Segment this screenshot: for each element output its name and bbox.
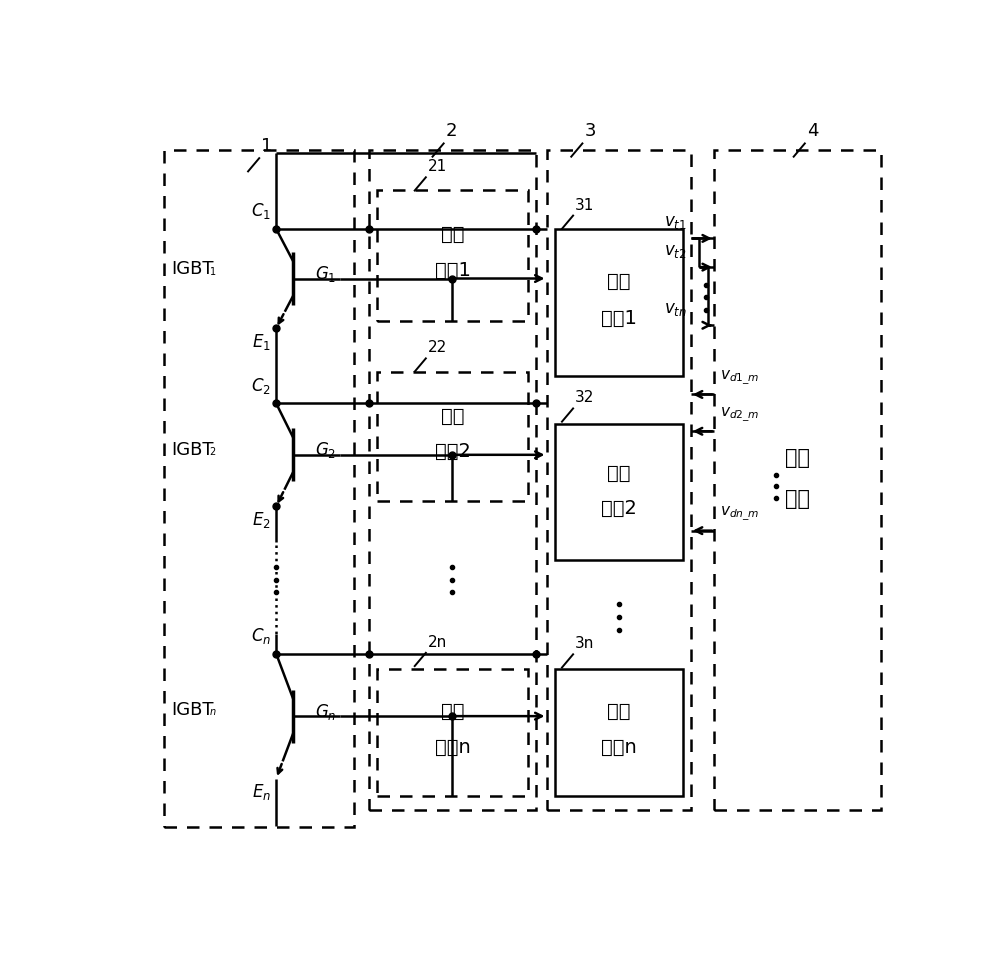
Text: 32: 32 (575, 390, 595, 405)
Text: $_n$: $_n$ (209, 704, 216, 718)
Text: 4: 4 (807, 122, 818, 141)
Text: 控制: 控制 (785, 448, 810, 468)
Text: 驱动: 驱动 (607, 703, 631, 721)
Text: $v_{d2\_m}$: $v_{d2\_m}$ (720, 406, 760, 424)
Bar (555, 228, 683, 376)
Text: 3n: 3n (575, 637, 595, 651)
Text: 31: 31 (575, 198, 595, 212)
Text: 3: 3 (585, 122, 596, 141)
Text: 2: 2 (446, 122, 457, 141)
Text: $v_{d1\_m}$: $v_{d1\_m}$ (720, 369, 760, 387)
Text: $E_n$: $E_n$ (252, 782, 271, 802)
Text: $C_n$: $C_n$ (251, 626, 271, 646)
Text: 单元: 单元 (785, 489, 810, 509)
Text: IGBT: IGBT (172, 701, 214, 719)
Text: $v_{dn\_m}$: $v_{dn\_m}$ (720, 506, 760, 523)
Text: 箱位: 箱位 (441, 406, 464, 425)
Text: $G_1$: $G_1$ (315, 264, 336, 284)
Bar (714, 150, 881, 811)
Text: 2n: 2n (428, 635, 447, 650)
Bar (555, 669, 683, 795)
Text: 单元1: 单元1 (601, 309, 637, 328)
Text: 单元1: 单元1 (434, 261, 470, 279)
Text: 1: 1 (261, 138, 273, 155)
Text: $_1$: $_1$ (209, 264, 216, 278)
Text: $G_n$: $G_n$ (315, 702, 336, 722)
Text: 单元n: 单元n (601, 737, 637, 756)
Bar (547, 150, 691, 811)
Text: IGBT: IGBT (172, 260, 214, 278)
Text: 单元2: 单元2 (601, 499, 637, 518)
Text: 22: 22 (428, 340, 447, 356)
Text: 21: 21 (428, 160, 447, 174)
Text: 箱位: 箱位 (441, 703, 464, 721)
Text: $_2$: $_2$ (209, 445, 216, 458)
Text: $C_2$: $C_2$ (251, 376, 271, 396)
Text: $E_1$: $E_1$ (252, 332, 271, 352)
Text: $C_1$: $C_1$ (251, 202, 271, 222)
Text: 驱动: 驱动 (607, 272, 631, 292)
Text: $G_2$: $G_2$ (315, 441, 336, 461)
Text: IGBT: IGBT (172, 441, 214, 459)
Text: $E_2$: $E_2$ (252, 510, 271, 530)
Text: 箱位: 箱位 (441, 226, 464, 244)
Bar (555, 424, 683, 560)
Bar (369, 150, 536, 811)
Text: 单元2: 单元2 (434, 442, 470, 461)
Text: $v_{t1}$: $v_{t1}$ (664, 213, 687, 231)
Text: 驱动: 驱动 (607, 464, 631, 483)
Bar (377, 373, 528, 501)
Text: $v_{tn}$: $v_{tn}$ (664, 300, 687, 318)
Bar (164, 150, 354, 827)
Bar (377, 190, 528, 321)
Bar (377, 669, 528, 795)
Text: $v_{t2}$: $v_{t2}$ (664, 242, 687, 260)
Text: 单元n: 单元n (435, 737, 470, 756)
